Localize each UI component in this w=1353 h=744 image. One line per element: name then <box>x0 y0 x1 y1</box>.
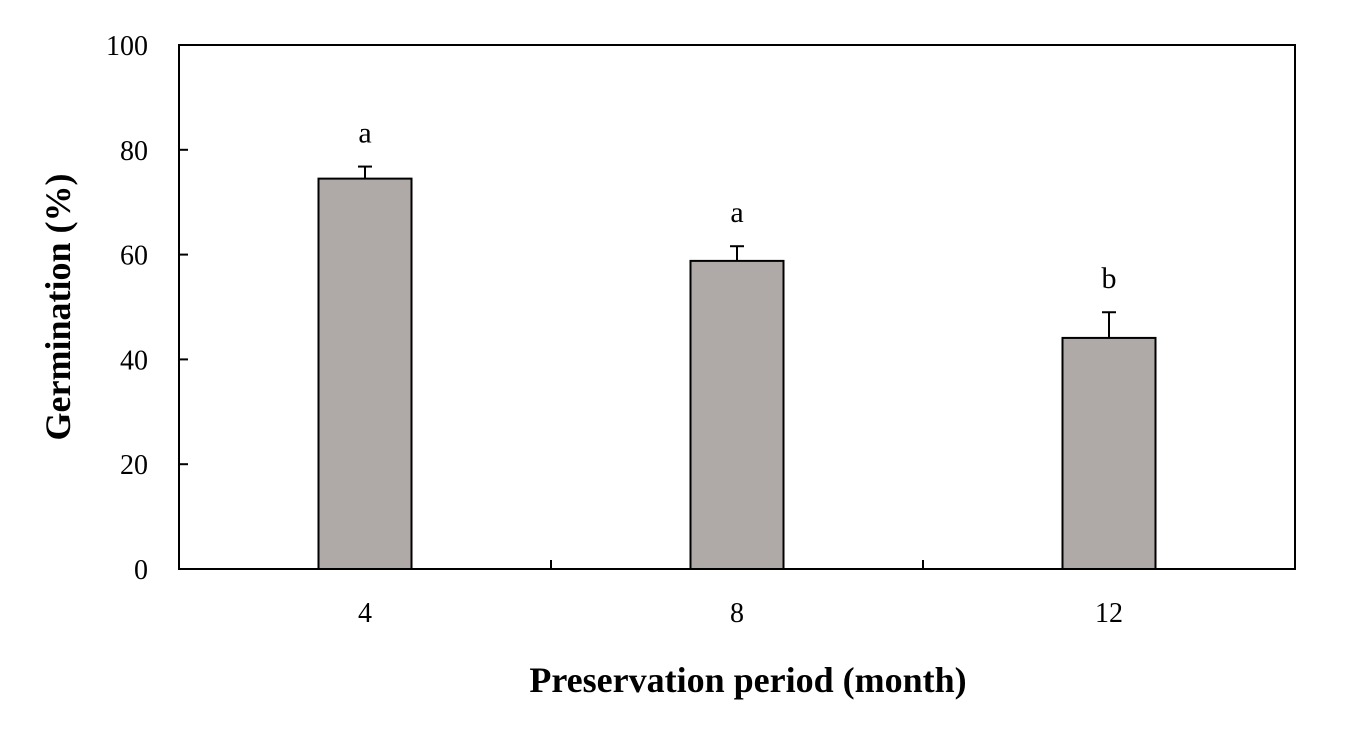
y-tick-label: 20 <box>120 450 148 481</box>
y-tick-label: 0 <box>134 555 148 586</box>
y-axis-ticks: 0 20 40 60 80 100 <box>106 31 188 586</box>
significance-letter: a <box>730 196 743 229</box>
x-axis-ticks <box>550 560 924 569</box>
x-axis-title: Preservation period (month) <box>529 660 966 700</box>
bar <box>689 259 785 570</box>
y-tick-label: 60 <box>120 241 148 272</box>
y-tick-label: 40 <box>120 345 148 376</box>
bar-series: a 4 a 8 b 12 <box>317 117 1157 629</box>
y-axis-title: Germination (%) <box>38 174 78 441</box>
bar <box>317 177 413 570</box>
x-tick-label: 8 <box>730 598 744 629</box>
significance-letter: a <box>358 117 371 150</box>
significance-letter: b <box>1102 262 1117 295</box>
plot-area-frame <box>178 44 1296 570</box>
y-tick-label: 100 <box>106 31 148 62</box>
x-tick-label: 12 <box>1095 598 1123 629</box>
x-tick-label: 4 <box>358 598 372 629</box>
y-tick-label: 80 <box>120 136 148 167</box>
bar <box>1061 336 1157 570</box>
